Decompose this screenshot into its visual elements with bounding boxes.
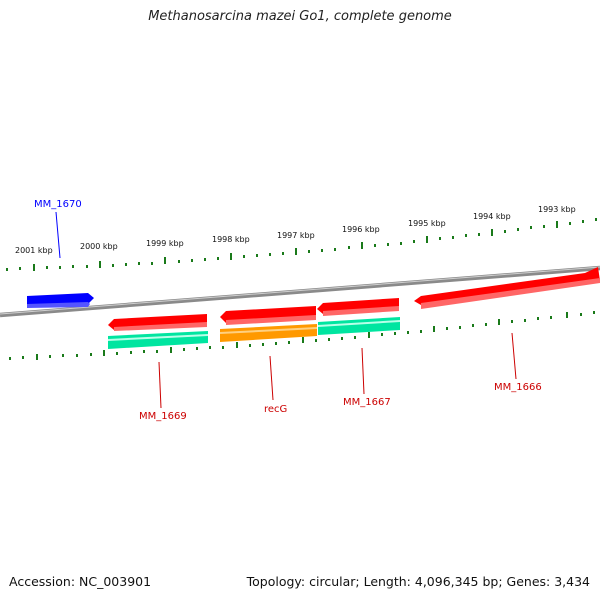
callout-line-mm-1669	[158, 361, 162, 409]
gene-feature-mm-1667[interactable]	[317, 298, 399, 316]
ruler-label: 1995 kbp	[408, 219, 446, 228]
inner-scale-ticks	[9, 311, 595, 360]
genome-summary-text: Topology: circular; Length: 4,096,345 bp…	[246, 574, 590, 589]
outer-scale-ticks	[6, 218, 597, 271]
genome-backbone	[0, 265, 600, 318]
gene-feature-mm-1666[interactable]	[414, 267, 600, 309]
ruler-label: 1998 kbp	[212, 235, 250, 244]
map-title: Methanosarcina mazei Go1, complete genom…	[148, 9, 452, 24]
ruler-label: 1996 kbp	[342, 225, 380, 234]
accession-text: Accession: NC_003901	[9, 574, 152, 589]
ruler-label: 2000 kbp	[80, 242, 118, 251]
callout-line-mm-1667	[361, 347, 365, 395]
gene-label: MM_1669	[139, 411, 187, 422]
callout-line-mm-1670	[55, 211, 61, 259]
ruler-label: 2001 kbp	[15, 246, 53, 255]
cog-bar-recg	[220, 324, 317, 342]
ruler-label: 1994 kbp	[473, 212, 511, 221]
ruler-label: 1993 kbp	[538, 205, 576, 214]
callout-line-recg	[269, 355, 274, 401]
ruler-label: 1997 kbp	[277, 231, 315, 240]
gene-label: MM_1670	[34, 199, 82, 210]
gene-feature-mm-1670[interactable]	[27, 293, 94, 308]
gene-feature-mm-1669[interactable]	[108, 314, 207, 331]
cog-bar-mm-1667	[318, 317, 400, 335]
ruler-labels: 2001 kbp 2000 kbp 1999 kbp 1998 kbp 1997…	[15, 205, 576, 255]
gene-feature-recg[interactable]	[220, 306, 316, 325]
gene-label: MM_1666	[494, 382, 542, 393]
ruler-label: 1999 kbp	[146, 239, 184, 248]
gene-label: MM_1667	[343, 397, 391, 408]
callout-line-mm-1666	[511, 332, 517, 380]
cog-bar-mm-1669	[108, 331, 208, 349]
gene-label: recG	[264, 404, 287, 415]
